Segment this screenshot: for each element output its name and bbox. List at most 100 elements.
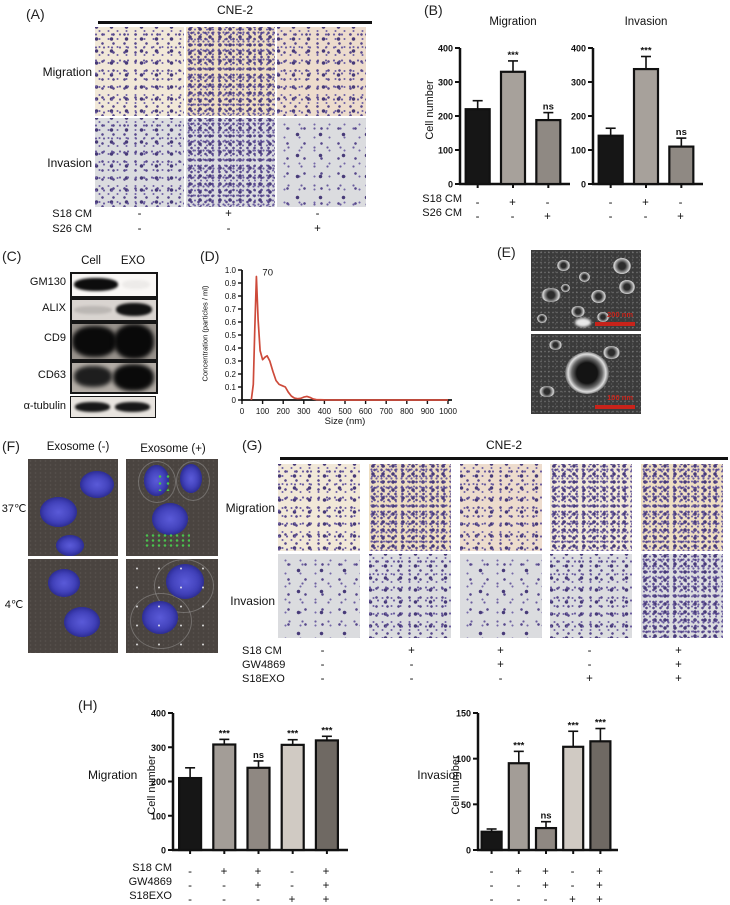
cond-value: +: [544, 211, 551, 223]
bar-chart-h-invasion: 0 50 100 150 *** ns *** ***: [456, 709, 618, 856]
cond-value: +: [542, 880, 549, 892]
panel-g-cond-row-3: - - - + +: [278, 673, 723, 685]
svg-text:0.8: 0.8: [225, 292, 237, 301]
vesicle: [557, 260, 570, 271]
svg-text:900: 900: [421, 407, 435, 416]
vesicle: [619, 280, 635, 294]
svg-text:***: ***: [507, 50, 518, 61]
panel-a-tag: (A): [26, 6, 45, 22]
cond-value: -: [188, 880, 192, 892]
vesicle: [613, 258, 631, 274]
blot-band: [115, 402, 150, 412]
cond-value: -: [587, 659, 592, 671]
svg-text:1.0: 1.0: [225, 266, 237, 275]
tem-1-scale-bar: [595, 322, 635, 326]
fluo-4c-exo-neg: [28, 559, 118, 653]
svg-text:1000: 1000: [439, 407, 457, 416]
cond-value: +: [675, 673, 682, 685]
svg-text:0.7: 0.7: [225, 305, 237, 314]
chart-h-migration: 0 100 200 300 400 *** ns *** *** - + + - + - - +…: [135, 697, 350, 905]
cond-value: -: [137, 208, 142, 220]
chart-h-invasion-conditions: - + + - + - - + - + - - - + +: [478, 866, 620, 905]
cond-value: +: [596, 866, 603, 878]
svg-text:400: 400: [571, 44, 586, 54]
cell-outline: [176, 461, 210, 501]
blot-gm130: [70, 272, 158, 298]
svg-text:100: 100: [256, 407, 270, 416]
cond-value: +: [675, 659, 682, 671]
transwell-g-invasion-4: [550, 554, 632, 638]
svg-text:***: ***: [219, 728, 230, 739]
vesicle: [549, 340, 562, 350]
transwell-a-migration-2: [186, 27, 275, 116]
cond-value: -: [570, 880, 575, 892]
blot-band: [75, 402, 110, 412]
nucleus: [56, 535, 84, 556]
cond-value: +: [675, 645, 682, 657]
blot-alix: [70, 298, 158, 322]
vesicle: [541, 288, 561, 302]
cond-value: -: [498, 673, 503, 685]
nucleus: [180, 464, 202, 493]
svg-text:0: 0: [466, 846, 471, 856]
chart-b-migration-conditions: - + - - - +: [460, 197, 572, 225]
cond-value: +: [220, 866, 228, 878]
cond-value: +: [596, 894, 603, 905]
transwell-a-invasion-1: [95, 118, 184, 207]
svg-text:Size (nm): Size (nm): [325, 416, 366, 427]
cell-outline: [138, 461, 176, 503]
blot-band: [114, 324, 154, 359]
svg-text:600: 600: [359, 407, 373, 416]
cond-value: -: [409, 659, 414, 671]
transwell-a-invasion-3: [277, 118, 366, 207]
svg-text:200: 200: [151, 777, 166, 787]
cond-value: +: [642, 197, 649, 209]
chart-b-invasion-title: Invasion: [624, 16, 668, 28]
panel-g-cond-row-1: - + + - +: [278, 645, 723, 657]
svg-text:ns: ns: [543, 102, 554, 113]
line-chart-nta: 0 0.1 0.2 0.3 0.4 0.5 0.6 0.7 0.8 0.9 1.0 0 100 200 30…: [225, 266, 458, 427]
svg-text:700: 700: [380, 407, 394, 416]
cond-value: +: [677, 211, 684, 223]
cond-value: +: [314, 223, 321, 235]
nucleus: [40, 497, 77, 527]
svg-text:0: 0: [232, 396, 237, 405]
cond-value: -: [475, 197, 480, 209]
svg-text:100: 100: [151, 811, 166, 821]
transwell-g-migration-1: [278, 464, 360, 551]
svg-text:0: 0: [161, 846, 166, 856]
svg-text:***: ***: [568, 720, 579, 731]
cond-value: -: [510, 211, 515, 223]
cond-value: -: [475, 211, 480, 223]
panel-h-cond-name-2: GW4869: [128, 876, 172, 888]
panel-g-row-invasion: Invasion: [230, 594, 275, 608]
blot-label-cd63: CD63: [37, 369, 66, 381]
tem-1-scale-text: 200 nm: [607, 310, 633, 319]
fluo-37c-exo-neg: [28, 459, 118, 556]
vesicle: [537, 314, 547, 323]
svg-text:300: 300: [571, 78, 586, 88]
panel-a-cond-name-1: S18 CM: [52, 208, 92, 220]
blot-label-alix: ALIX: [42, 302, 66, 314]
cond-value: +: [254, 866, 262, 878]
panel-g-row-migration: Migration: [225, 501, 275, 515]
svg-text:50: 50: [461, 800, 471, 810]
panel-f-col-exo-pos: Exosome (+): [140, 443, 206, 455]
tem-image-1: 200 nm: [531, 250, 641, 331]
cond-value: +: [586, 673, 593, 685]
panel-g-cell-line: CNE-2: [485, 438, 522, 452]
svg-text:200: 200: [438, 112, 453, 122]
cond-value: +: [225, 208, 232, 220]
svg-text:400: 400: [438, 44, 453, 54]
cond-value: -: [290, 880, 294, 892]
svg-text:ns: ns: [253, 750, 264, 761]
exosome-green-dots: [156, 473, 174, 491]
svg-text:***: ***: [321, 725, 332, 736]
svg-text:***: ***: [287, 729, 298, 740]
cond-value: -: [489, 880, 494, 892]
tem-2-scale-bar: [595, 405, 635, 409]
cond-value: -: [137, 223, 142, 235]
svg-text:100: 100: [456, 754, 471, 764]
chart-b-migration-title: Migration: [489, 16, 537, 28]
